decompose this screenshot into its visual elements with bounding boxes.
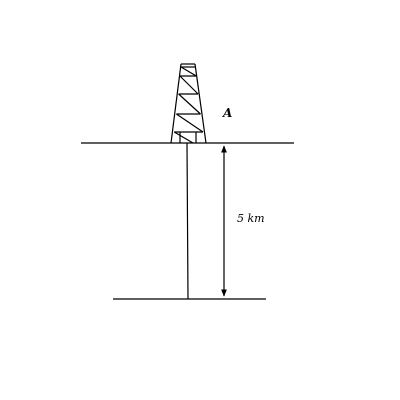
tower-label: A — [222, 106, 232, 120]
borehole-line — [186, 142, 189, 300]
depth-label: 5 km — [237, 212, 265, 225]
drilling-tower — [170, 63, 207, 144]
